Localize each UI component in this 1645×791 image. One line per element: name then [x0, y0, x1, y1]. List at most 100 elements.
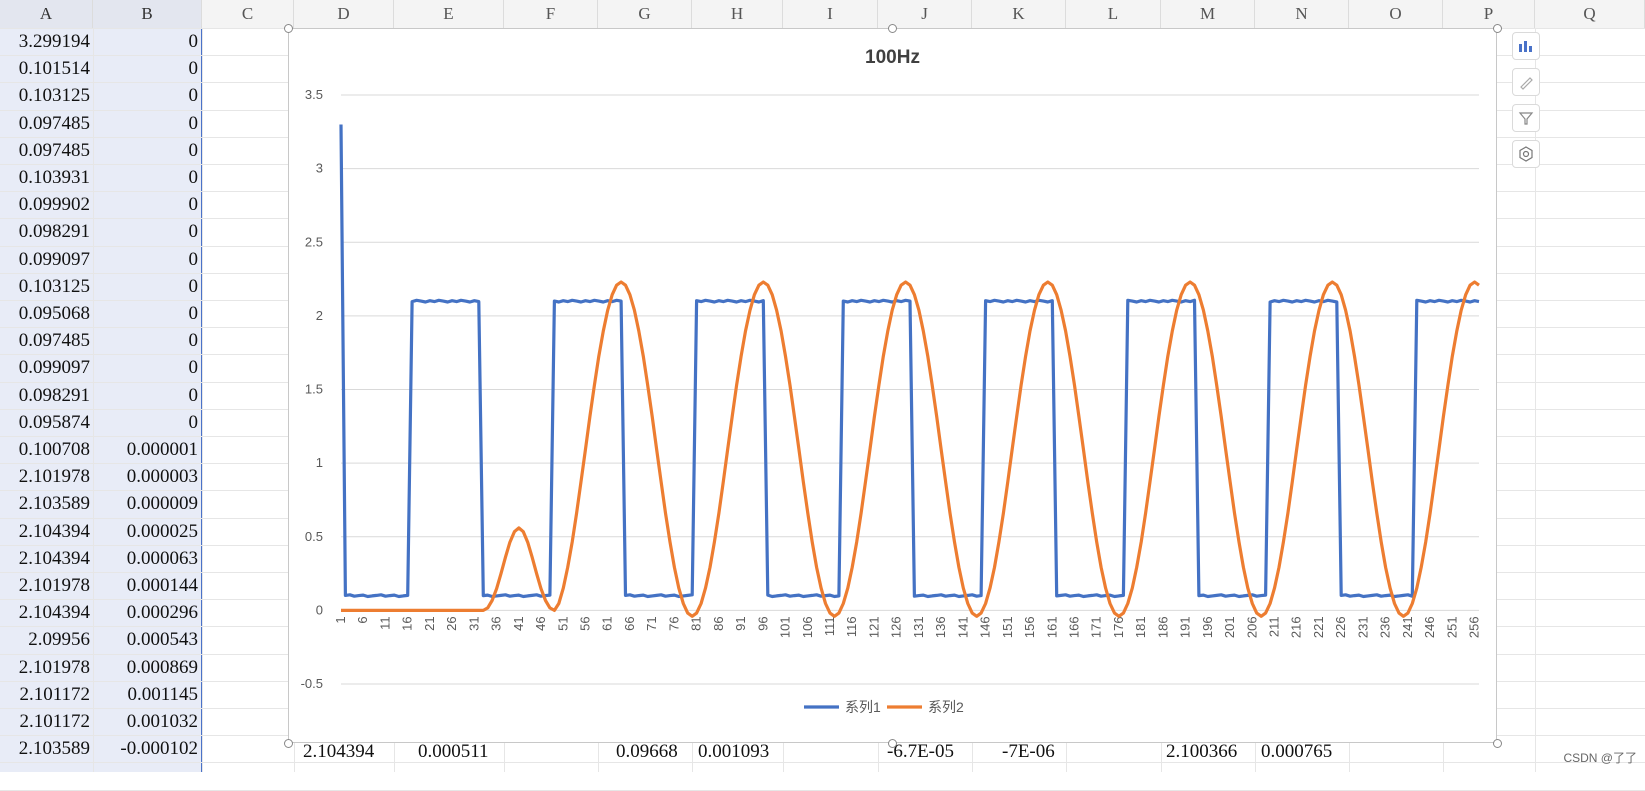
column-header-b[interactable]: B [93, 0, 202, 28]
chart-settings-button[interactable] [1512, 140, 1540, 168]
resize-handle-tl[interactable] [284, 24, 293, 33]
cell-e-bottom[interactable]: 0.000511 [418, 741, 489, 762]
cell-j-bottom[interactable]: -6.7E-05 [887, 741, 955, 762]
cell-a[interactable]: 2.101172 [19, 711, 90, 732]
cell-a[interactable]: 2.104394 [18, 548, 90, 569]
cell-b[interactable]: 0.000296 [126, 602, 198, 623]
cell-b[interactable]: 0 [188, 276, 199, 297]
chart-style-button[interactable] [1512, 68, 1540, 96]
chart-filter-button[interactable] [1512, 104, 1540, 132]
cell-b[interactable]: 0 [188, 385, 199, 406]
cell-b[interactable]: 0.000025 [126, 521, 198, 542]
x-tick-label: 121 [866, 616, 881, 638]
cell-b[interactable]: 0 [188, 412, 199, 433]
cell-b[interactable]: 0 [188, 167, 199, 188]
cell-b[interactable]: 0 [188, 85, 199, 106]
cell-b[interactable]: 0 [188, 140, 199, 161]
x-tick-label: 96 [755, 616, 770, 630]
cell-h-bottom[interactable]: 0.001093 [698, 741, 770, 762]
column-header-o[interactable]: O [1349, 0, 1443, 28]
x-tick-label: 221 [1311, 616, 1326, 638]
cell-a[interactable]: 2.103589 [18, 738, 90, 759]
x-tick-label: 161 [1044, 616, 1059, 638]
cell-a[interactable]: 0.099902 [18, 194, 90, 215]
cell-b[interactable]: 0.000144 [126, 575, 198, 596]
cell-a[interactable]: 2.104394 [18, 602, 90, 623]
cell-b[interactable]: 0 [188, 249, 199, 270]
cell-b[interactable]: 0 [188, 31, 199, 52]
cell-n-bottom[interactable]: 0.000765 [1261, 741, 1333, 762]
column-divider [93, 28, 94, 772]
resize-handle-tc[interactable] [888, 24, 897, 33]
cell-b[interactable]: 0 [188, 221, 199, 242]
column-header-j[interactable]: J [878, 0, 972, 28]
cell-a[interactable]: 0.095874 [18, 412, 90, 433]
cell-b[interactable]: 0.000869 [126, 657, 198, 678]
column-header-g[interactable]: G [598, 0, 692, 28]
cell-b[interactable]: 0.000543 [126, 629, 198, 650]
resize-handle-bl[interactable] [284, 739, 293, 748]
column-header-d[interactable]: D [294, 0, 394, 28]
cell-b[interactable]: -0.000102 [120, 738, 198, 759]
x-tick-label: 51 [555, 616, 570, 630]
cell-a[interactable]: 0.100708 [18, 439, 90, 460]
cell-a[interactable]: 0.099097 [18, 357, 90, 378]
cell-b[interactable]: 0.001032 [126, 711, 198, 732]
column-header-c[interactable]: C [202, 0, 294, 28]
cell-d-bottom[interactable]: 2.104394 [303, 741, 375, 762]
cell-a[interactable]: 2.101978 [18, 466, 90, 487]
cell-a[interactable]: 2.09956 [28, 629, 90, 650]
cell-b[interactable]: 0 [188, 58, 199, 79]
resize-handle-tr[interactable] [1493, 24, 1502, 33]
column-header-e[interactable]: E [394, 0, 504, 28]
cell-a[interactable]: 0.103125 [18, 276, 90, 297]
resize-handle-br[interactable] [1493, 739, 1502, 748]
cell-b[interactable]: 0.000001 [126, 439, 198, 460]
cell-b[interactable]: 0 [188, 357, 199, 378]
cell-b[interactable]: 0 [188, 330, 199, 351]
cell-b[interactable]: 0 [188, 194, 199, 215]
cell-b[interactable]: 0 [188, 303, 199, 324]
cell-a[interactable]: 2.101978 [18, 657, 90, 678]
cell-b[interactable]: 0 [188, 113, 199, 134]
column-header-h[interactable]: H [692, 0, 783, 28]
column-header-a[interactable]: A [0, 0, 93, 28]
column-header-i[interactable]: I [783, 0, 878, 28]
cell-b[interactable]: 0.000009 [126, 493, 198, 514]
cell-b[interactable]: 0.000063 [126, 548, 198, 569]
cell-a[interactable]: 0.099097 [18, 249, 90, 270]
cell-a[interactable]: 0.098291 [18, 385, 90, 406]
cell-a[interactable]: 0.103125 [18, 85, 90, 106]
x-tick-label: 76 [666, 616, 681, 630]
column-header-m[interactable]: M [1161, 0, 1255, 28]
cell-a[interactable]: 0.097485 [18, 140, 90, 161]
cell-a[interactable]: 3.299194 [18, 31, 90, 52]
chart-elements-button[interactable] [1512, 32, 1540, 60]
x-tick-label: 131 [911, 616, 926, 638]
cell-a[interactable]: 0.095068 [18, 303, 90, 324]
cell-a[interactable]: 0.103931 [18, 167, 90, 188]
cell-a[interactable]: 0.101514 [18, 58, 90, 79]
cell-g-bottom[interactable]: 0.09668 [616, 741, 678, 762]
x-tick-label: 11 [377, 616, 392, 630]
column-header-f[interactable]: F [504, 0, 598, 28]
cell-a[interactable]: 0.097485 [18, 330, 90, 351]
column-header-p[interactable]: P [1443, 0, 1535, 28]
x-tick-label: 136 [933, 616, 948, 638]
cell-b[interactable]: 0.001145 [127, 684, 198, 705]
resize-handle-bc[interactable] [888, 739, 897, 748]
cell-a[interactable]: 2.104394 [18, 521, 90, 542]
cell-a[interactable]: 2.101172 [19, 684, 90, 705]
cell-k-bottom[interactable]: -7E-06 [1002, 741, 1055, 762]
cell-a[interactable]: 0.098291 [18, 221, 90, 242]
cell-b[interactable]: 0.000003 [126, 466, 198, 487]
column-header-n[interactable]: N [1255, 0, 1349, 28]
cell-m-bottom[interactable]: 2.100366 [1166, 741, 1238, 762]
cell-a[interactable]: 2.101978 [18, 575, 90, 596]
line-chart[interactable]: 100Hz 3.5 3 2.5 2 1.5 1 0.5 0 -0.5 1 6 11 16 21 26 31 36… [288, 28, 1497, 743]
cell-a[interactable]: 0.097485 [18, 113, 90, 134]
column-header-q[interactable]: Q [1535, 0, 1645, 28]
column-header-l[interactable]: L [1066, 0, 1161, 28]
column-header-k[interactable]: K [972, 0, 1066, 28]
cell-a[interactable]: 2.103589 [18, 493, 90, 514]
